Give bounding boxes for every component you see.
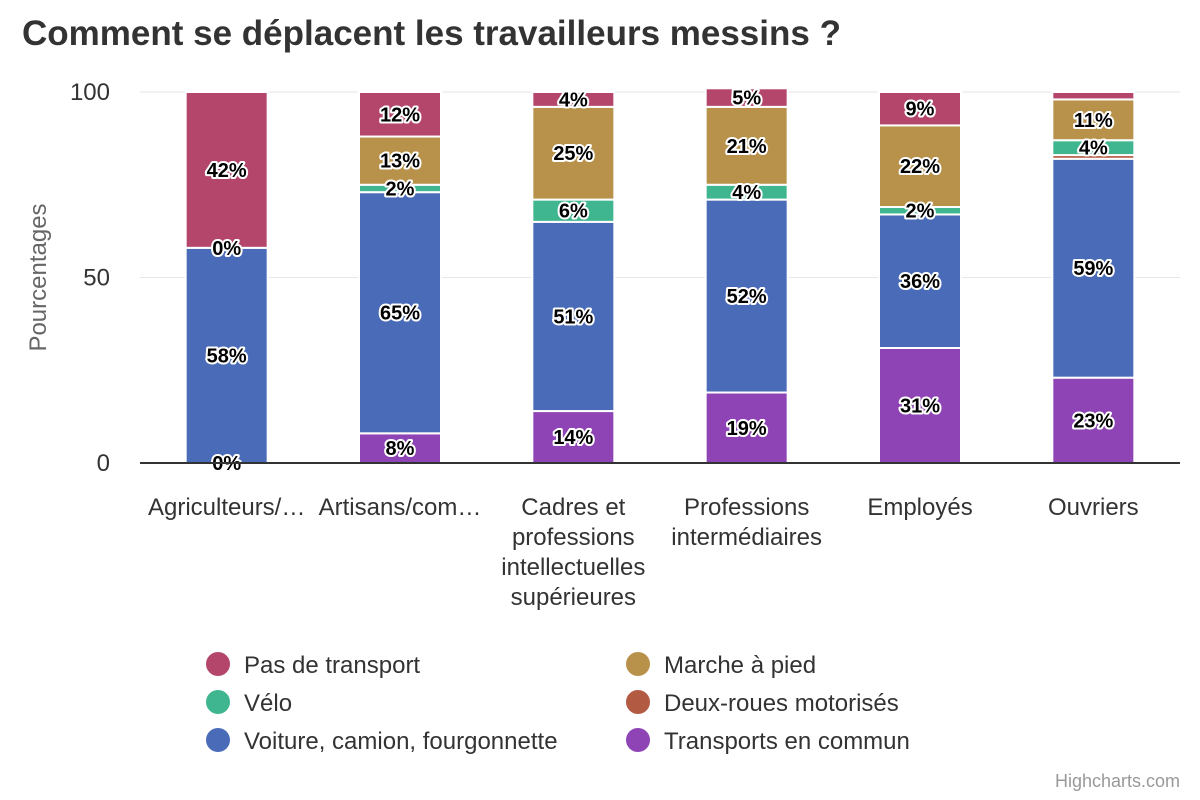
bar-segment[interactable]: [704, 87, 789, 108]
data-label: 58%: [207, 345, 247, 367]
data-label: 21%: [727, 136, 767, 158]
bar-segment[interactable]: [704, 198, 789, 394]
legend-label: Voiture, camion, fourgonnette: [244, 728, 558, 755]
bar-segment[interactable]: [704, 391, 789, 465]
data-label: 22%: [900, 156, 940, 178]
data-label: 4%: [1079, 138, 1108, 160]
data-label: 0%: [212, 238, 241, 260]
data-label: 8%: [386, 438, 415, 460]
data-label: 13%: [380, 151, 420, 173]
legend-label: Pas de transport: [244, 652, 420, 679]
legend-label: Deux-roues motorisés: [664, 690, 899, 717]
y-tick-label: 0: [97, 450, 110, 477]
bar-segment[interactable]: [878, 213, 962, 349]
data-label: 31%: [900, 395, 940, 417]
data-label: 52%: [727, 286, 767, 308]
bar-segment[interactable]: [704, 105, 789, 186]
data-label: 25%: [553, 143, 593, 165]
data-label: 4%: [732, 182, 761, 204]
legend-marker: [626, 728, 650, 752]
credits-link[interactable]: Highcharts.com: [1054, 771, 1180, 791]
data-label: 42%: [207, 160, 247, 182]
legend-label: Marche à pied: [664, 652, 816, 679]
bar-segment[interactable]: [531, 91, 616, 108]
data-labels: 0%58%0%42%8%65%2%13%12%14%51%6%25%4%19%5…: [205, 86, 1116, 477]
data-label: 14%: [553, 427, 593, 449]
bar-segment[interactable]: [358, 91, 442, 138]
data-label: 4%: [559, 89, 588, 111]
legend-item[interactable]: Pas de transport: [206, 652, 420, 679]
bar-segment[interactable]: [1051, 98, 1136, 142]
bars: [184, 87, 1136, 465]
y-tick-label: 50: [83, 265, 110, 292]
data-label: 6%: [559, 201, 588, 223]
data-label: 59%: [1073, 258, 1113, 280]
x-tick-label: Ouvriers: [1048, 494, 1139, 521]
data-label: 9%: [906, 99, 935, 121]
chart-title: Comment se déplacent les travailleurs me…: [22, 14, 841, 53]
bar-segment[interactable]: [184, 91, 269, 249]
data-label: 2%: [386, 178, 415, 200]
bar-segment[interactable]: [1051, 91, 1136, 101]
legend-marker: [206, 728, 230, 752]
y-tick-label: 100: [70, 79, 110, 106]
data-label: 51%: [553, 306, 593, 328]
legend-item[interactable]: Marche à pied: [626, 652, 816, 679]
x-tick-label: Agriculteurs/…: [148, 494, 305, 521]
y-axis-title: Pourcentages: [25, 203, 52, 351]
bar-segment[interactable]: [878, 124, 962, 209]
data-label: 19%: [727, 418, 767, 440]
gridlines: [140, 91, 1180, 278]
data-label: 11%: [1074, 110, 1113, 132]
bar-segment[interactable]: [184, 246, 269, 464]
bar-segment[interactable]: [1051, 157, 1136, 379]
legend-marker: [206, 652, 230, 676]
legend-label: Vélo: [244, 690, 292, 717]
x-tick-label: Employés: [867, 494, 972, 521]
x-tick-label: Artisans/com…: [319, 494, 482, 521]
bar-segment[interactable]: [878, 91, 962, 127]
data-label: 65%: [380, 303, 420, 325]
data-label: 23%: [1073, 410, 1113, 432]
legend-marker: [626, 652, 650, 676]
data-label: 36%: [900, 271, 940, 293]
x-tick-label: Professions intermédiaires: [671, 494, 822, 551]
data-label: 5%: [732, 88, 761, 110]
legend-item[interactable]: Voiture, camion, fourgonnette: [206, 728, 558, 755]
legend-item[interactable]: Vélo: [206, 690, 292, 717]
data-label: 12%: [380, 104, 420, 126]
x-tick-label: Cadres et professions intellectuelles supér…: [501, 494, 645, 611]
bar-segment[interactable]: [531, 105, 616, 201]
data-label: 2%: [906, 201, 935, 223]
legend-item[interactable]: Transports en commun: [626, 728, 910, 755]
bar-segment[interactable]: [358, 135, 442, 186]
legend-marker: [206, 690, 230, 714]
legend-item[interactable]: Deux-roues motorisés: [626, 690, 899, 717]
legend: Pas de transport Marche à pied Vélo Deux-ro…: [206, 652, 910, 755]
legend-label: Transports en commun: [664, 728, 910, 755]
legend-marker: [626, 690, 650, 714]
axes: 0 50 100 Pourcentages Agriculteurs/… Artisans…: [25, 79, 1180, 611]
